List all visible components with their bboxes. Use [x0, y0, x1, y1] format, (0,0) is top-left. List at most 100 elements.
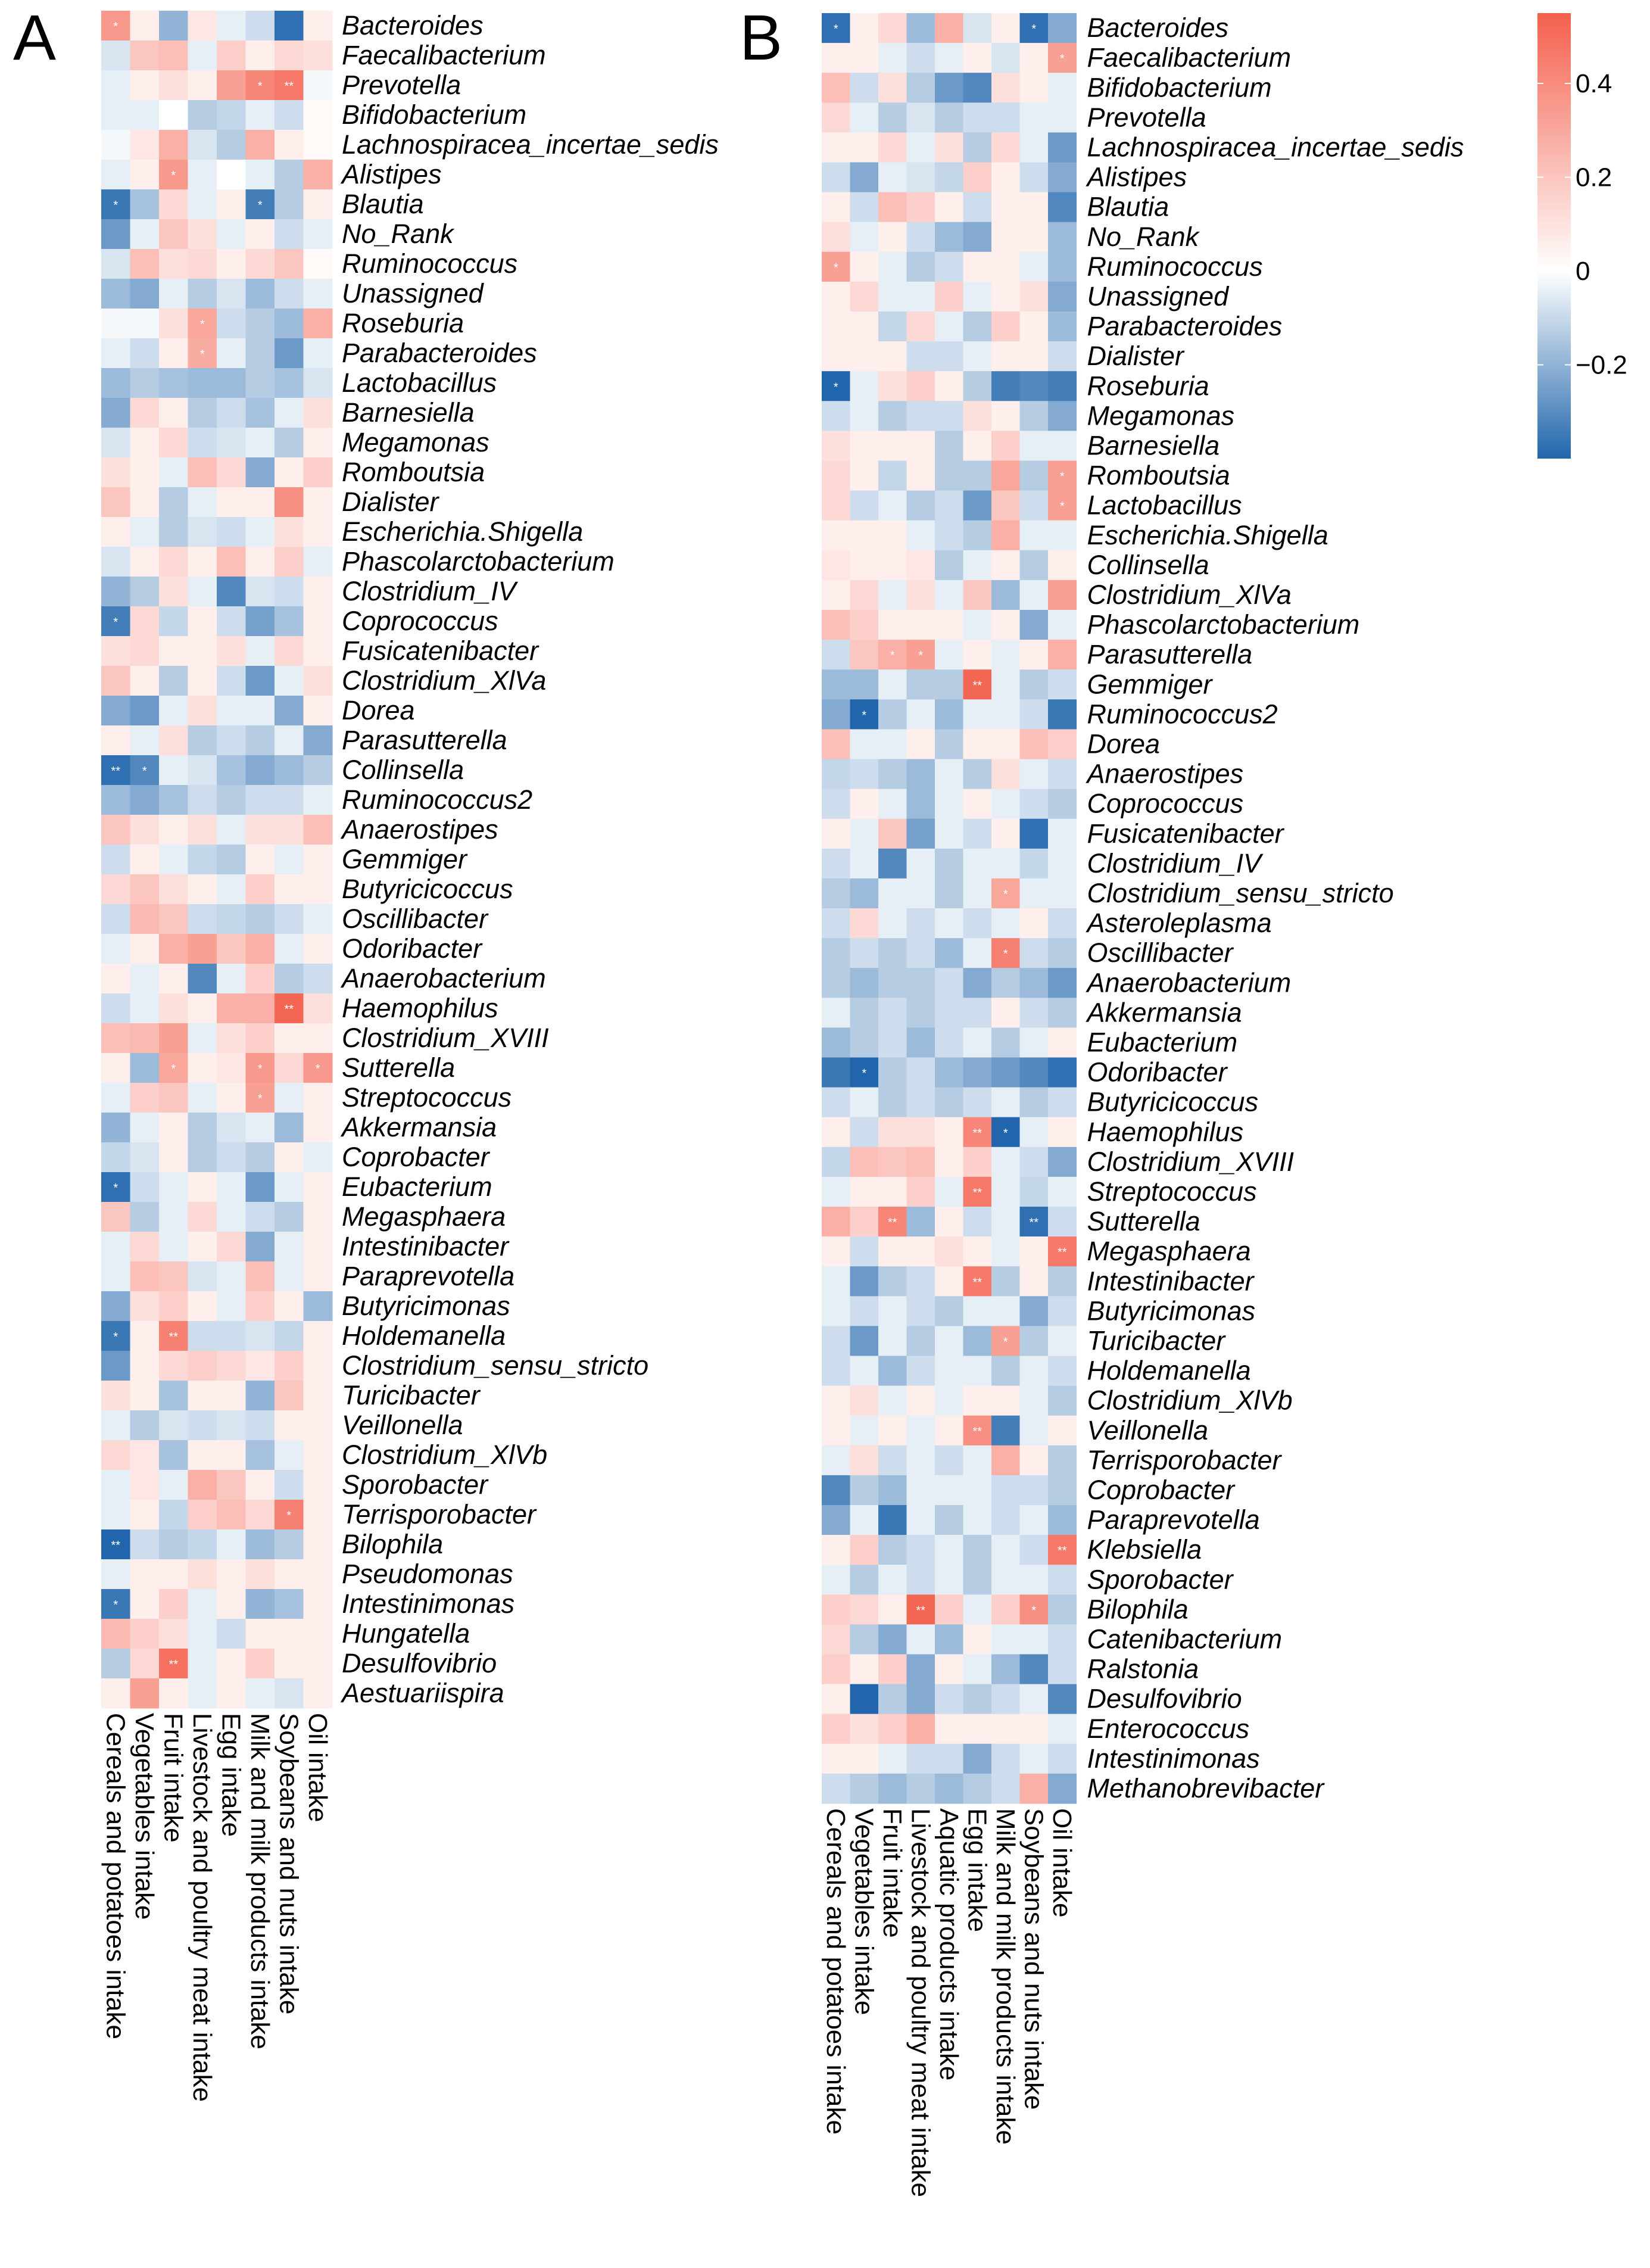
heat-cell-a-29-0	[101, 874, 131, 905]
heat-cell-b-52-2	[878, 1565, 907, 1595]
heat-cell-b-22-7	[1019, 669, 1049, 700]
heat-cell-a-26-3	[188, 785, 217, 815]
row-label-b-37: Haemophilus	[1087, 1117, 1244, 1147]
heat-cell-b-39-5	[963, 1176, 992, 1207]
heat-cell-b-1-4	[935, 43, 964, 73]
heat-cell-a-7-1	[130, 219, 160, 250]
sig-mark: **	[169, 1658, 178, 1671]
heat-cell-a-4-4	[217, 130, 247, 160]
col-label-b-4: Aquatic products intake	[934, 1808, 963, 2080]
heat-cell-a-10-7	[303, 309, 333, 339]
row-label-b-26: Coprococcus	[1087, 789, 1244, 819]
heat-cell-a-30-6	[275, 904, 304, 934]
heat-cell-a-24-4	[217, 725, 247, 756]
col-label-b-2: Fruit intake	[878, 1808, 907, 1938]
heat-cell-a-39-4	[217, 1172, 247, 1202]
heat-cell-a-34-4	[217, 1023, 247, 1054]
heat-cell-a-11-6	[275, 338, 304, 369]
sig-mark: *	[113, 1182, 118, 1195]
heat-cell-a-7-4	[217, 219, 247, 250]
heat-cell-b-28-1	[850, 848, 879, 879]
heat-cell-b-20-4	[935, 610, 964, 640]
heat-cell-b-13-0	[822, 401, 851, 431]
sig-mark: *	[862, 709, 866, 722]
heat-cell-b-12-1	[850, 371, 879, 401]
heat-cell-a-54-3	[188, 1619, 217, 1649]
heat-cell-a-43-0	[101, 1291, 131, 1322]
row-label-a-55: Desulfovibrio	[342, 1648, 497, 1678]
heat-cell-b-23-1	[850, 699, 879, 730]
heat-cell-a-51-4	[217, 1529, 247, 1560]
heat-cell-a-15-3	[188, 457, 217, 488]
heat-cell-b-20-8	[1048, 610, 1077, 640]
heat-cell-a-49-3	[188, 1470, 217, 1500]
heat-cell-b-20-3	[906, 610, 935, 640]
heat-cell-a-41-6	[275, 1232, 304, 1262]
heat-cell-a-42-0	[101, 1261, 131, 1292]
heat-cell-b-12-5	[963, 371, 992, 401]
heat-cell-b-41-4	[935, 1236, 964, 1267]
heat-cell-b-34-1	[850, 1027, 879, 1058]
heat-cell-b-4-0	[822, 132, 851, 163]
row-label-a-1: Faecalibacterium	[342, 40, 546, 70]
heat-cell-a-5-5	[245, 160, 275, 190]
heat-cell-b-13-5	[963, 401, 992, 431]
heat-cell-a-52-0	[101, 1559, 131, 1590]
heat-cell-b-22-6	[991, 669, 1021, 700]
heat-cell-a-14-5	[245, 428, 275, 458]
heat-cell-b-25-4	[935, 759, 964, 790]
heat-cell-b-37-0	[822, 1117, 851, 1148]
heat-cell-b-14-8	[1048, 431, 1077, 462]
row-label-a-48: Clostridium_XlVb	[342, 1440, 547, 1470]
heatmap-b: * * Bacteroides* FaecalibacteriumBifidobact…	[821, 13, 1464, 2197]
heat-cell-b-24-1	[850, 729, 879, 760]
row-label-b-4: Lachnospiracea_incertae_sedis	[1087, 132, 1464, 162]
heat-cell-b-28-5	[963, 848, 992, 879]
row-label-a-53: Intestinimonas	[342, 1588, 514, 1619]
row-label-b-15: Romboutsia	[1087, 460, 1230, 491]
heat-cell-a-9-0	[101, 279, 131, 309]
heat-cell-a-48-6	[275, 1440, 304, 1471]
heat-cell-a-45-2	[159, 1351, 189, 1381]
heat-cell-b-14-5	[963, 431, 992, 462]
heat-cell-a-28-7	[303, 845, 333, 875]
heat-cell-a-7-7	[303, 219, 333, 250]
heat-cell-a-25-0	[101, 755, 131, 786]
heat-cell-a-46-7	[303, 1381, 333, 1411]
heat-cell-b-30-7	[1019, 908, 1049, 939]
heat-cell-a-36-0	[101, 1083, 131, 1113]
heat-cell-b-8-8	[1048, 251, 1077, 282]
sig-mark: *	[1003, 888, 1008, 901]
heat-cell-b-3-6	[991, 102, 1021, 133]
heat-cell-b-53-5	[963, 1594, 992, 1625]
heat-cell-b-33-5	[963, 998, 992, 1028]
heat-cell-b-40-8	[1048, 1207, 1077, 1237]
heat-cell-b-47-0	[822, 1415, 851, 1446]
heat-cell-a-49-0	[101, 1470, 131, 1500]
row-label-a-36: Streptococcus	[342, 1082, 511, 1113]
heat-cell-a-31-3	[188, 934, 217, 964]
heat-cell-b-31-1	[850, 938, 879, 968]
heat-cell-b-37-6	[991, 1117, 1021, 1148]
col-label-a-2: Fruit intake	[158, 1713, 188, 1843]
heat-cell-b-50-7	[1019, 1505, 1049, 1535]
heat-cell-b-29-8	[1048, 878, 1077, 909]
heat-cell-b-18-4	[935, 550, 964, 581]
heat-cell-a-36-7	[303, 1083, 333, 1113]
heat-cell-b-6-7	[1019, 192, 1049, 223]
heat-cell-a-30-3	[188, 904, 217, 934]
heat-cell-a-12-3	[188, 368, 217, 398]
heat-cell-a-37-1	[130, 1113, 160, 1143]
heat-cell-a-1-5	[245, 40, 275, 71]
heat-cell-b-41-8	[1048, 1236, 1077, 1267]
heat-cell-a-35-3	[188, 1053, 217, 1083]
heat-cell-b-3-5	[963, 102, 992, 133]
col-label-a-4: Egg intake	[216, 1713, 245, 1837]
heat-cell-a-3-0	[101, 100, 131, 130]
heat-cell-a-17-2	[159, 517, 189, 547]
row-label-b-47: Veillonella	[1087, 1415, 1208, 1445]
heat-cell-b-51-5	[963, 1535, 992, 1565]
heat-cell-a-33-5	[245, 993, 275, 1024]
heat-cell-a-5-4	[217, 160, 247, 190]
